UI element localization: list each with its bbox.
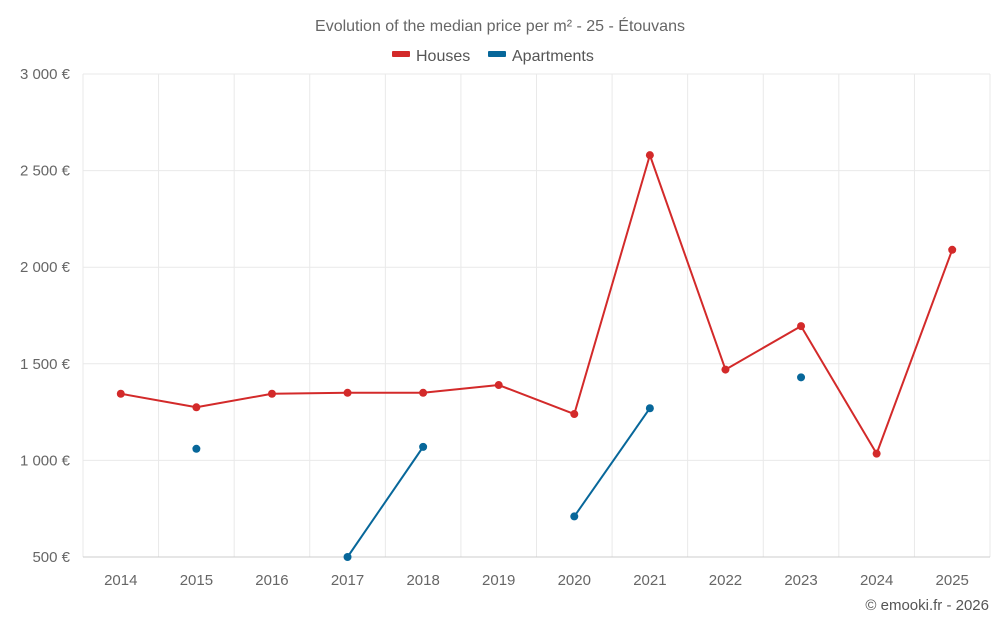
data-point-apartments[interactable] [570,512,579,521]
data-point-houses[interactable] [570,410,579,419]
series-line-apartments [573,407,651,518]
data-point-houses[interactable] [494,381,503,390]
data-point-apartments[interactable] [419,442,428,451]
data-point-houses[interactable] [116,389,125,398]
y-tick-label: 3 000 € [20,66,71,83]
data-point-houses[interactable] [797,322,806,331]
x-tick-label: 2014 [104,572,137,589]
legend-item-houses[interactable]: Houses [392,48,470,65]
x-tick-label: 2024 [860,572,893,589]
data-point-apartments[interactable] [343,553,352,561]
legend-swatch-houses [392,51,410,57]
x-tick-label: 2015 [180,572,213,589]
data-point-houses[interactable] [645,151,654,160]
data-point-houses[interactable] [267,389,276,398]
series-line-apartments [346,446,424,558]
data-point-apartments[interactable] [797,373,806,382]
series-houses [116,151,957,458]
x-tick-label: 2023 [784,572,817,589]
data-point-houses[interactable] [948,245,957,254]
y-tick-label: 2 000 € [20,259,71,276]
x-tick-label: 2025 [936,572,969,589]
series-apartments [192,373,806,561]
x-tick-label: 2018 [406,572,439,589]
legend: Houses Apartments [392,48,594,65]
x-tick-label: 2021 [633,572,666,589]
y-axis-ticks: 500 € 1 000 € 1 500 € 2 000 € 2 500 € 3 000 € [20,66,71,566]
x-tick-label: 2016 [255,572,288,589]
data-point-apartments[interactable] [192,444,201,453]
legend-item-apartments[interactable]: Apartments [488,48,594,65]
data-point-apartments[interactable] [645,404,654,413]
y-tick-label: 500 € [32,549,70,566]
credit-text: © emooki.fr - 2026 [865,597,989,614]
legend-label-houses: Houses [416,48,470,65]
x-tick-label: 2022 [709,572,742,589]
x-tick-label: 2019 [482,572,515,589]
data-point-houses[interactable] [419,388,428,397]
series [116,151,957,561]
y-tick-label: 1 500 € [20,356,71,373]
chart-title: Evolution of the median price per m² - 2… [315,16,685,35]
legend-swatch-apartments [488,51,506,57]
x-tick-label: 2017 [331,572,364,589]
data-point-houses[interactable] [192,403,201,412]
data-point-houses[interactable] [721,365,730,374]
series-line-houses [120,154,954,455]
x-axis-ticks: 2014 2015 2016 2017 2018 2019 2020 2021 2022 2023… [104,572,969,589]
data-point-houses[interactable] [343,388,352,397]
x-tick-label: 2020 [558,572,591,589]
y-tick-label: 1 000 € [20,452,71,469]
grid [82,73,991,558]
data-point-houses[interactable] [872,449,881,458]
legend-label-apartments: Apartments [512,48,594,65]
y-tick-label: 2 500 € [20,163,71,180]
